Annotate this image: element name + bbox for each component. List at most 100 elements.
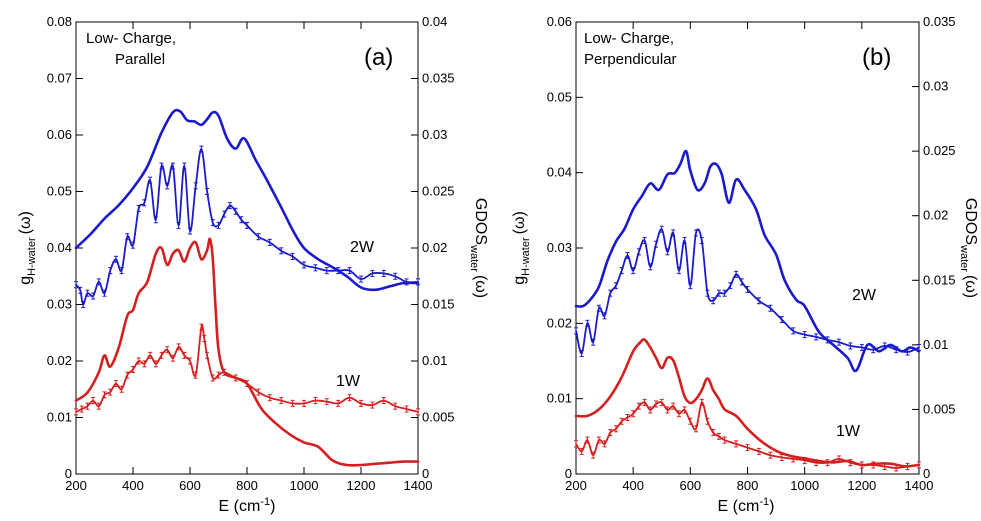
data-point <box>636 402 641 410</box>
data-point <box>267 394 272 402</box>
data-point <box>848 342 853 350</box>
data-point <box>574 327 578 335</box>
data-point <box>313 264 318 272</box>
data-point <box>370 401 375 409</box>
y-axis-left-title: gH-water(ω) <box>511 211 532 285</box>
series-layer <box>74 108 420 467</box>
data-point <box>176 343 181 351</box>
data-point <box>347 394 352 402</box>
y-tick-label-right: 0.01 <box>422 353 447 368</box>
data-point <box>222 210 227 218</box>
data-point <box>659 225 664 233</box>
y-axis-left-title: gH-water(ω) <box>17 211 38 285</box>
x-tick-label: 1000 <box>790 478 819 493</box>
y-tick-label-right: 0.025 <box>923 143 956 158</box>
data-point <box>825 459 830 467</box>
data-point <box>79 405 84 413</box>
panel-a: 200 400 600 800 1000 1200 140000.010.020.030.0… <box>17 14 489 515</box>
data-point <box>165 182 170 190</box>
data-point <box>756 447 761 455</box>
data-point <box>108 267 113 275</box>
y-tick-label-right: 0.025 <box>422 184 455 199</box>
data-point <box>216 221 221 229</box>
data-point <box>359 399 363 407</box>
data-point <box>905 462 910 470</box>
data-point <box>659 398 664 406</box>
x-tick-label: 1200 <box>847 478 876 493</box>
y-tick-label-right: 0.015 <box>923 272 956 287</box>
series-label-2w: 2W <box>350 239 375 256</box>
x-tick-label: 1400 <box>404 478 433 493</box>
data-point <box>779 453 784 461</box>
y-tick-label-left: 0.02 <box>47 353 72 368</box>
data-point <box>905 348 910 356</box>
y-tick-label-left: 0 <box>65 466 72 481</box>
data-point <box>202 334 207 342</box>
y-tick-label-right: 0.02 <box>923 208 948 223</box>
data-point <box>602 312 607 320</box>
data-point <box>313 397 318 405</box>
data-point <box>671 229 676 237</box>
data-point <box>216 371 221 379</box>
data-point <box>159 351 164 359</box>
data-point <box>416 408 420 416</box>
data-point <box>825 336 830 344</box>
data-point <box>131 365 135 373</box>
data-point <box>74 408 78 416</box>
data-point <box>256 388 261 396</box>
data-point <box>404 278 409 286</box>
series-label-1w: 1W <box>836 423 861 440</box>
data-point <box>193 371 198 379</box>
y-tick-label-right: 0.04 <box>422 14 447 29</box>
series-line-1w-smooth <box>74 237 420 467</box>
data-point <box>393 402 398 410</box>
tick-labels: 200 400 600 800 1000 1200 140000.010.020.030.0… <box>547 14 956 493</box>
x-tick-label: 400 <box>622 478 644 493</box>
data-point <box>779 316 784 324</box>
data-point <box>102 391 107 399</box>
data-point <box>245 380 249 388</box>
data-point <box>210 374 215 382</box>
data-point <box>694 425 699 433</box>
data-point <box>256 233 261 241</box>
data-point <box>625 252 630 260</box>
data-point <box>324 398 329 406</box>
data-point <box>574 440 578 448</box>
data-point <box>745 444 750 452</box>
data-point <box>648 406 653 414</box>
data-point <box>836 455 841 463</box>
panel-label: (a) <box>364 44 393 71</box>
y-axis-right-title: GDOSwater(ω) <box>958 198 979 298</box>
y-tick-label-left: 0.04 <box>547 165 572 180</box>
data-point <box>125 233 130 241</box>
data-point <box>302 399 306 407</box>
data-point <box>665 248 670 256</box>
data-point <box>239 216 244 224</box>
data-point <box>642 398 647 406</box>
data-point <box>370 269 375 277</box>
data-point <box>768 451 773 459</box>
x-tick-label: 1400 <box>905 478 934 493</box>
data-point <box>227 202 232 210</box>
y-tick-label-left: 0.02 <box>547 315 572 330</box>
data-point <box>119 267 124 275</box>
data-point <box>705 289 710 297</box>
y-tick-label-left: 0 <box>565 466 572 481</box>
annotation-line-2: Parallel <box>115 51 165 68</box>
data-point <box>359 275 363 283</box>
data-point <box>802 331 807 339</box>
data-point <box>625 414 630 421</box>
data-point <box>814 459 819 467</box>
data-point <box>791 327 796 335</box>
x-tick-label: 1200 <box>347 478 376 493</box>
data-point <box>170 162 175 170</box>
data-point <box>125 371 130 379</box>
data-point <box>142 360 147 368</box>
data-point <box>636 248 641 256</box>
y-tick-label-right: 0.02 <box>422 240 447 255</box>
data-point <box>768 304 773 312</box>
data-point <box>205 351 210 359</box>
data-point <box>102 289 107 297</box>
data-point <box>859 461 864 469</box>
